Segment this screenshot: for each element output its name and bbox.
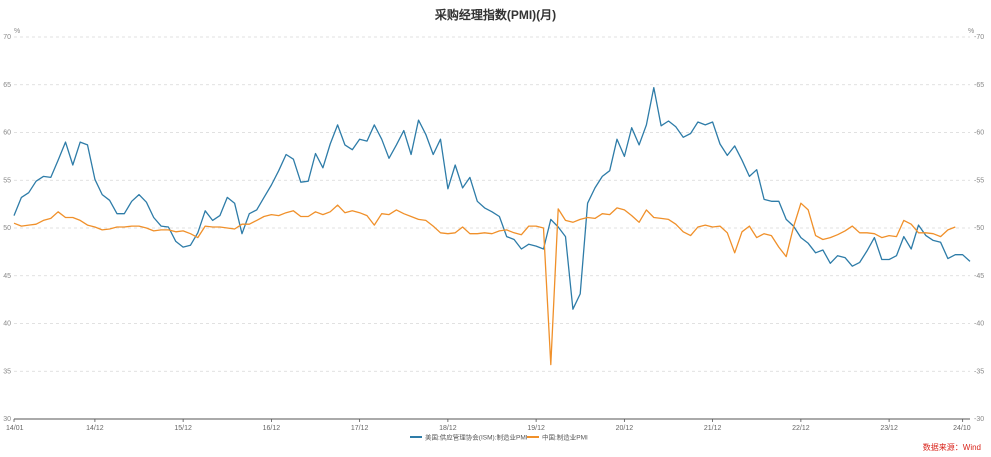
- y-tick-label-left: 45: [3, 273, 11, 280]
- y-axis-left: 30 35 40 45 50 55 60 65 70: [3, 34, 11, 423]
- x-tick-label: 14/12: [86, 425, 104, 432]
- y-tick-label-left: 55: [3, 177, 11, 184]
- x-tick-label: 21/12: [704, 425, 722, 432]
- x-tick-label: 15/12: [174, 425, 192, 432]
- series-line-ism-pmi: [13, 86, 971, 310]
- x-tick-label: 14/01: [6, 425, 24, 432]
- y-tick-label-left: 30: [3, 416, 11, 423]
- series-lines: [13, 86, 971, 366]
- y-tick-label-left: 65: [3, 82, 11, 89]
- y-tick-label-right: -70: [974, 34, 984, 41]
- x-tick-label: 16/12: [263, 425, 281, 432]
- grid-lines: [14, 36, 970, 372]
- y-tick-label-left: 40: [3, 321, 11, 328]
- x-tick-label: 19/12: [527, 425, 545, 432]
- legend: 美国:供应管理协会(ISM):制造业PMI 中国:制造业PMI: [410, 433, 588, 442]
- y-tick-label-right: -65: [974, 82, 984, 89]
- legend-label: 美国:供应管理协会(ISM):制造业PMI: [425, 433, 528, 442]
- x-tick-label: 17/12: [351, 425, 369, 432]
- y-tick-label-right: -30: [974, 416, 984, 423]
- y-tick-label-right: -55: [974, 177, 984, 184]
- y-tick-label-right: -35: [974, 368, 984, 375]
- series-line-china-pmi: [13, 202, 956, 366]
- y-unit-right: %: [968, 28, 974, 35]
- y-axis-right: -30 -35 -40 -45 -50 -55 -60 -65 -70: [974, 34, 984, 423]
- y-tick-label-right: -50: [974, 225, 984, 232]
- y-tick-label-left: 60: [3, 130, 11, 137]
- y-tick-label-left: 35: [3, 368, 11, 375]
- x-tick-label: 20/12: [616, 425, 634, 432]
- legend-label: 中国:制造业PMI: [542, 433, 588, 442]
- x-axis: 14/01 14/12 15/12 16/12 17/12 18/12 19/12 20/12…: [6, 419, 971, 432]
- y-tick-label-left: 50: [3, 225, 11, 232]
- y-unit-left: %: [14, 28, 20, 35]
- x-tick-label: 24/10: [953, 425, 971, 432]
- source-note: 数据来源：Wind: [922, 443, 981, 452]
- x-tick-label: 22/12: [792, 425, 810, 432]
- x-tick-label: 23/12: [880, 425, 898, 432]
- y-tick-label-right: -60: [974, 130, 984, 137]
- y-tick-label-left: 70: [3, 34, 11, 41]
- chart-title: 采购经理指数(PMI)(月): [434, 8, 557, 22]
- x-tick-label: 18/12: [439, 425, 457, 432]
- y-tick-label-right: -40: [974, 321, 984, 328]
- y-tick-label-right: -45: [974, 273, 984, 280]
